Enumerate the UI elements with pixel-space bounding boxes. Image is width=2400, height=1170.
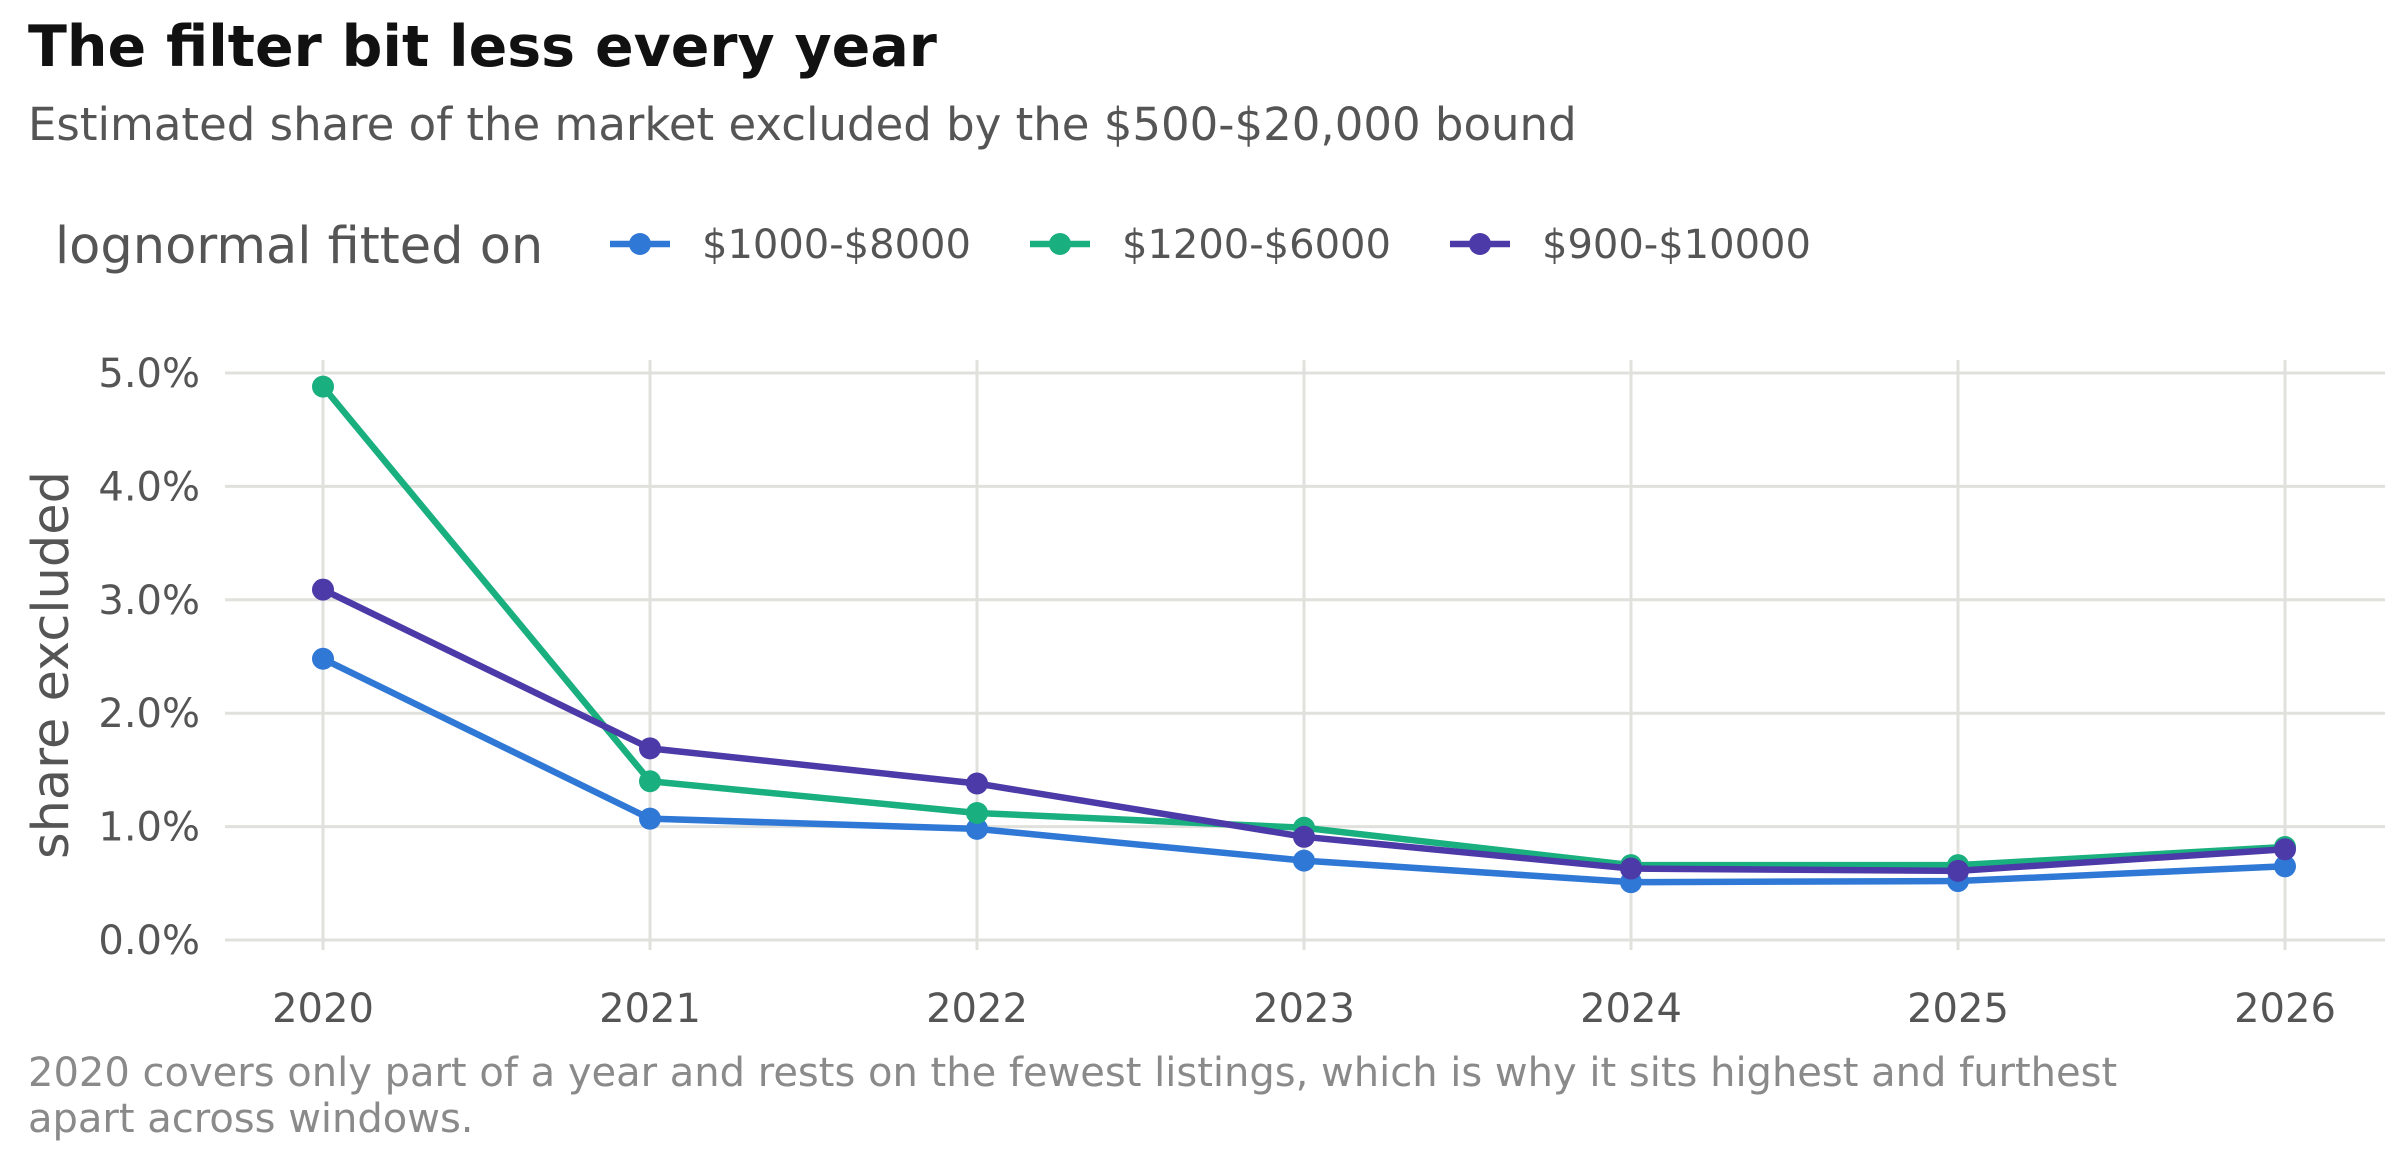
- data-point: [1293, 825, 1315, 848]
- y-tick-label: 1.0%: [98, 805, 200, 851]
- data-point: [1947, 859, 1969, 882]
- series-2: [312, 578, 2296, 882]
- data-point: [966, 817, 988, 840]
- legend: lognormal fitted on $1000-$8000 $1200-$60…: [55, 217, 1811, 276]
- x-tick-label: 2020: [272, 986, 374, 1032]
- data-point: [639, 737, 661, 760]
- legend-swatch-marker: [629, 233, 651, 255]
- y-tick-label: 5.0%: [98, 351, 200, 397]
- x-tick-label: 2026: [2234, 986, 2336, 1032]
- x-tick-label: 2025: [1907, 986, 2009, 1032]
- x-tick-label: 2023: [1253, 986, 1355, 1032]
- y-axis: 0.0% 1.0% 2.0% 3.0% 4.0% 5.0%: [98, 351, 200, 964]
- legend-label: $1000-$8000: [702, 222, 971, 268]
- data-point: [966, 801, 988, 824]
- legend-item: $1200-$6000: [1030, 222, 1391, 268]
- legend-label: $1200-$6000: [1122, 222, 1391, 268]
- y-tick-label: 4.0%: [98, 464, 200, 510]
- series-layer: [312, 375, 2296, 894]
- data-point: [639, 807, 661, 830]
- legend-item: $900-$10000: [1450, 222, 1811, 268]
- legend-item: $1000-$8000: [610, 222, 971, 268]
- y-tick-label: 2.0%: [98, 691, 200, 737]
- x-axis: 2020 2021 2022 2023 2024 2025 2026: [272, 986, 2336, 1032]
- chart-subtitle: Estimated share of the market excluded b…: [28, 98, 1577, 151]
- x-tick-label: 2021: [599, 986, 701, 1032]
- y-tick-label: 0.0%: [98, 918, 200, 964]
- legend-label: $900-$10000: [1542, 222, 1811, 268]
- chart-title: The filter bit less every year: [28, 14, 937, 80]
- line-chart: lognormal fitted on $1000-$8000 $1200-$60…: [22, 217, 2385, 1032]
- y-axis-label: share excluded: [22, 471, 81, 859]
- legend-swatch-marker: [1469, 233, 1491, 255]
- data-point: [1620, 857, 1642, 880]
- legend-title: lognormal fitted on: [55, 217, 543, 276]
- data-point: [312, 578, 334, 601]
- y-tick-label: 3.0%: [98, 578, 200, 624]
- x-tick-label: 2022: [926, 986, 1028, 1032]
- data-point: [2274, 838, 2296, 861]
- data-point: [639, 770, 661, 793]
- data-point: [966, 772, 988, 795]
- data-point: [312, 647, 334, 670]
- legend-swatch-marker: [1049, 233, 1071, 255]
- data-point: [2274, 855, 2296, 878]
- data-point: [312, 375, 334, 398]
- x-tick-label: 2024: [1580, 986, 1682, 1032]
- data-point: [1293, 849, 1315, 872]
- chart-caption: 2020 covers only part of a year and rest…: [28, 1050, 2118, 1142]
